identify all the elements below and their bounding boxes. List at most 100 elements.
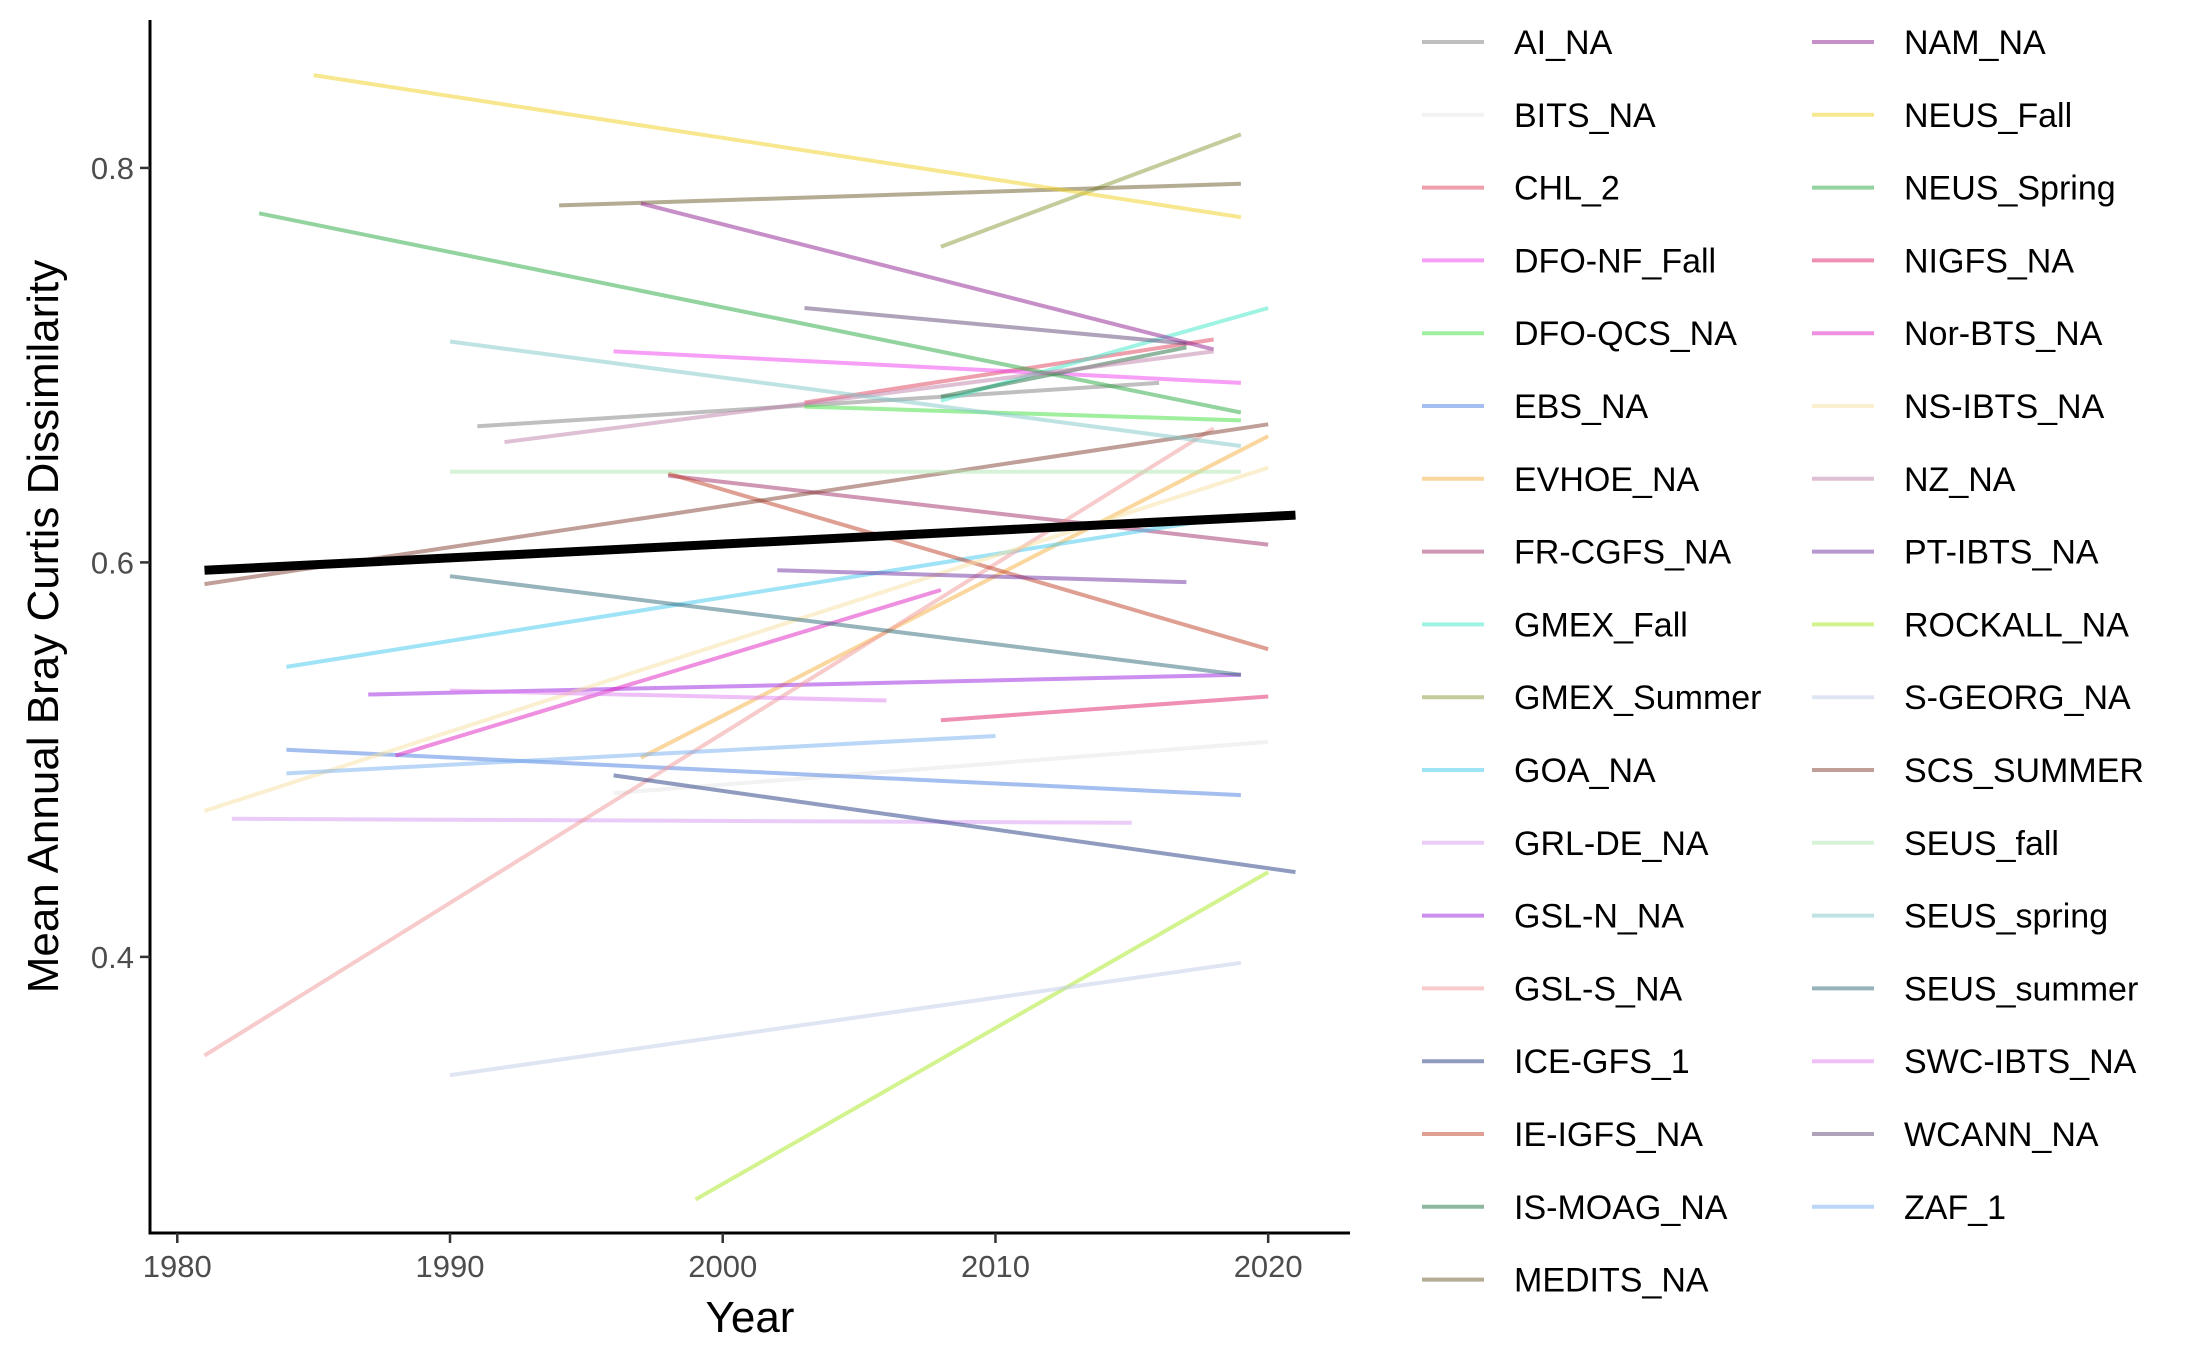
series-line-NAM_NA	[640, 201, 1215, 352]
series-line-ICE-GFS_1	[613, 773, 1296, 875]
legend-item: SEUS_fall	[1812, 825, 2059, 863]
plot-lines	[203, 73, 1296, 1202]
series-line-GSL-S_NA	[203, 426, 1215, 1058]
series-line-SEUS_summer	[449, 574, 1242, 677]
legend-label: NAM_NA	[1904, 24, 2046, 62]
series-line-NS-IBTS_NA	[203, 465, 1269, 813]
legend-label: Nor-BTS_NA	[1904, 315, 2103, 353]
legend-label: MEDITS_NA	[1514, 1262, 1709, 1300]
legend-item: GRL-DE_NA	[1422, 825, 1709, 863]
legend-label: FR-CGFS_NA	[1514, 534, 1732, 572]
legend-item: CHL_2	[1422, 170, 1620, 208]
series-line-FR-CGFS_NA	[667, 473, 1269, 547]
legend-item: S-GEORG_NA	[1812, 679, 2131, 717]
series-line-NEUS_Fall	[313, 73, 1242, 220]
legend-label: ZAF_1	[1904, 1189, 2006, 1227]
legend-item: ICE-GFS_1	[1422, 1043, 1690, 1081]
legend-item: NS-IBTS_NA	[1812, 388, 2105, 426]
legend-item: NIGFS_NA	[1812, 242, 2074, 280]
legend-label: SWC-IBTS_NA	[1904, 1043, 2137, 1081]
y-tick-label: 0.8	[91, 151, 134, 186]
legend-item: NEUS_Spring	[1812, 170, 2116, 208]
series-line-NEUS_Spring	[258, 211, 1242, 415]
legend-label: GSL-N_NA	[1514, 898, 1684, 936]
legend-label: ROCKALL_NA	[1904, 606, 2129, 644]
legend-label: SCS_SUMMER	[1904, 752, 2144, 790]
legend-item: EBS_NA	[1422, 388, 1648, 426]
legend-item: SEUS_summer	[1812, 970, 2138, 1008]
legend-label: IS-MOAG_NA	[1514, 1189, 1728, 1227]
legend-label: CHL_2	[1514, 170, 1620, 208]
legend-label: NS-IBTS_NA	[1904, 388, 2105, 426]
legend-item: IS-MOAG_NA	[1422, 1189, 1728, 1227]
legend-label: S-GEORG_NA	[1904, 679, 2131, 717]
legend-label: GOA_NA	[1514, 752, 1656, 790]
series-line-DFO-QCS_NA	[804, 404, 1241, 423]
legend-item: SEUS_spring	[1812, 898, 2108, 936]
series-line-WCANN_NA	[804, 306, 1187, 346]
legend-label: GMEX_Summer	[1514, 679, 1762, 717]
y-axis-title: Mean Annual Bray Curtis Dissimilarity	[19, 260, 68, 994]
legend-item: BITS_NA	[1422, 97, 1656, 135]
legend-item: MEDITS_NA	[1422, 1262, 1709, 1300]
legend-item: GMEX_Summer	[1422, 679, 1762, 717]
legend-label: PT-IBTS_NA	[1904, 534, 2099, 572]
legend-item: GSL-N_NA	[1422, 898, 1684, 936]
series-line-ZAF_1	[286, 734, 996, 776]
legend-item: SWC-IBTS_NA	[1812, 1043, 2137, 1081]
legend-item: NEUS_Fall	[1812, 97, 2072, 135]
series-line-NIGFS_NA	[940, 694, 1269, 723]
legend-item: EVHOE_NA	[1422, 461, 1699, 499]
axes: 1980 1990 2000 2010 2020 0.4 0.6 0.8 Year Mean An…	[19, 20, 1350, 1342]
x-tick-label: 1980	[143, 1249, 212, 1284]
legend-item: AI_NA	[1422, 24, 1613, 62]
legend-item: IE-IGFS_NA	[1422, 1116, 1703, 1154]
legend-label: DFO-NF_Fall	[1514, 242, 1716, 280]
legend-label: SEUS_spring	[1904, 898, 2108, 936]
series-line-BITS_NA	[613, 739, 1269, 796]
x-tick-label: 1990	[416, 1249, 485, 1284]
series-line-SEUS_spring	[449, 339, 1242, 448]
legend-label: EVHOE_NA	[1514, 461, 1699, 499]
series-line-Nor-BTS_NA	[394, 588, 942, 758]
series-line-EBS_NA	[286, 747, 1241, 798]
legend-label: DFO-QCS_NA	[1514, 315, 1737, 353]
series-line-GRL-DE_NA	[231, 816, 1132, 825]
legend-label: SEUS_summer	[1904, 970, 2138, 1008]
x-tick-label: 2000	[688, 1249, 757, 1284]
legend-label: GMEX_Fall	[1514, 606, 1688, 644]
legend-item: PT-IBTS_NA	[1812, 534, 2099, 572]
legend-label: NIGFS_NA	[1904, 242, 2074, 280]
legend-item: ZAF_1	[1812, 1189, 2006, 1227]
legend-label: AI_NA	[1514, 24, 1613, 62]
x-tick-label: 2010	[961, 1249, 1030, 1284]
legend-label: ICE-GFS_1	[1514, 1043, 1690, 1081]
legend-label: EBS_NA	[1514, 388, 1648, 426]
series-line-MEDITS_NA	[559, 181, 1241, 208]
legend-label: IE-IGFS_NA	[1514, 1116, 1703, 1154]
legend-item: ROCKALL_NA	[1812, 606, 2129, 644]
x-axis-title: Year	[706, 1293, 795, 1342]
legend-item: GMEX_Fall	[1422, 606, 1688, 644]
legend-item: GSL-S_NA	[1422, 970, 1682, 1008]
legend-item: Nor-BTS_NA	[1812, 315, 2103, 353]
legend-item: DFO-QCS_NA	[1422, 315, 1737, 353]
series-line-PT-IBTS_NA	[777, 568, 1187, 585]
legend-item: NZ_NA	[1812, 461, 2016, 499]
legend-item: NAM_NA	[1812, 24, 2046, 62]
series-line-GOA_NA	[286, 513, 1242, 669]
legend-label: NZ_NA	[1904, 461, 2016, 499]
series-line-SWC-IBTS_NA	[449, 688, 887, 703]
series-line-IE-IGFS_NA	[667, 471, 1269, 652]
legend-label: SEUS_fall	[1904, 825, 2059, 863]
legend-item: WCANN_NA	[1812, 1116, 2099, 1154]
series-line-DFO-NF_Fall	[613, 349, 1242, 385]
legend-label: BITS_NA	[1514, 97, 1656, 135]
series-line-ROCKALL_NA	[694, 870, 1270, 1202]
legend-item: DFO-NF_Fall	[1422, 242, 1716, 280]
series-line-GMEX_Summer	[940, 132, 1242, 249]
legend-item: SCS_SUMMER	[1812, 752, 2144, 790]
legend: AI_NA BITS_NA CHL_2 DFO-NF_Fall DFO-QCS_NA EB…	[1422, 24, 2144, 1300]
